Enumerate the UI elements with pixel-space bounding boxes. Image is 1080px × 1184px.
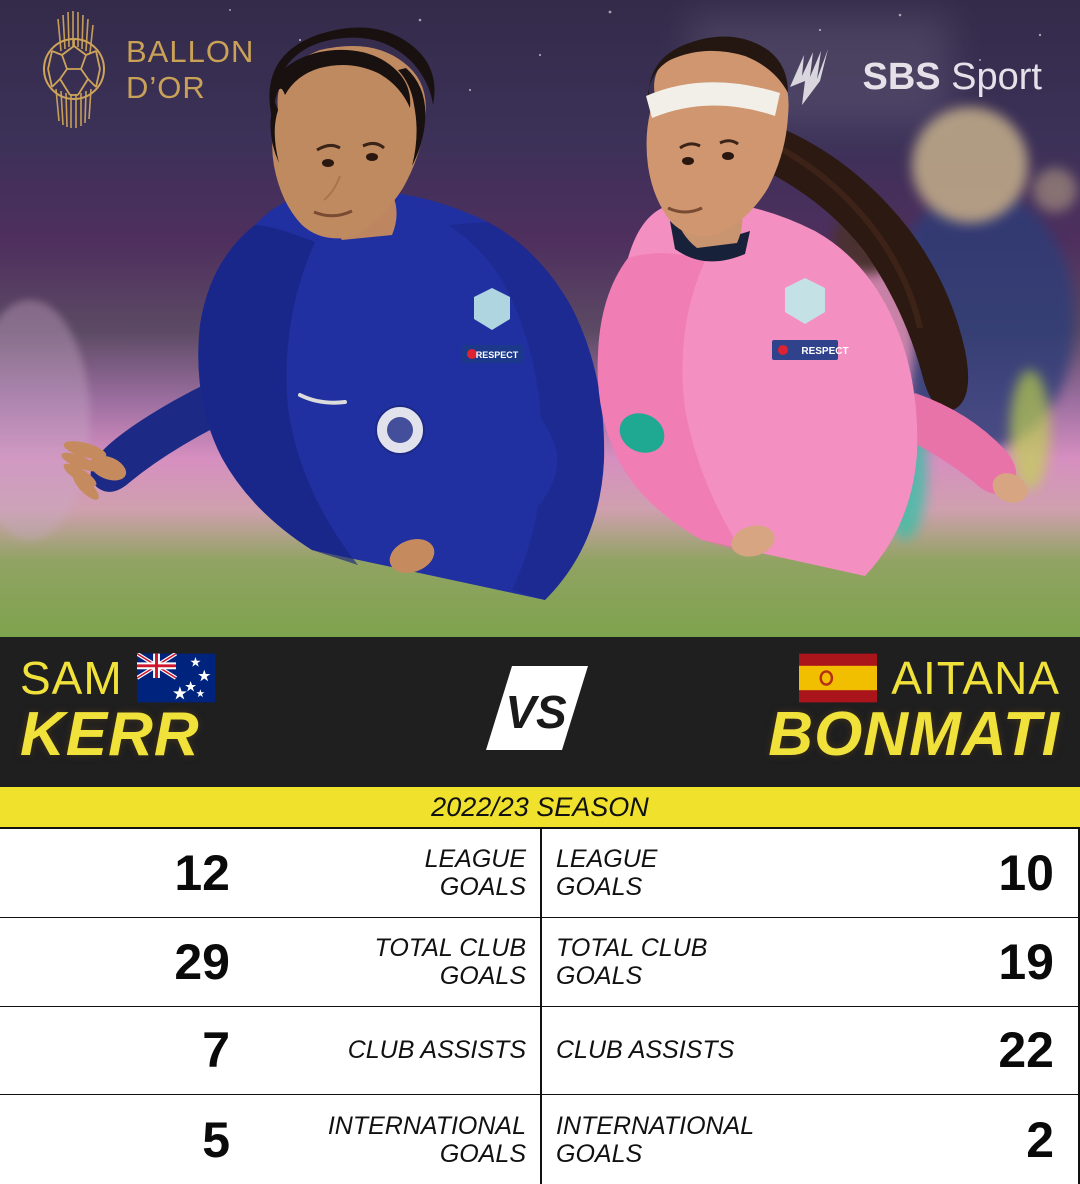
svg-text:RESPECT: RESPECT xyxy=(801,346,848,357)
svg-text:VS: VS xyxy=(505,686,567,738)
svg-text:RESPECT: RESPECT xyxy=(476,350,519,360)
